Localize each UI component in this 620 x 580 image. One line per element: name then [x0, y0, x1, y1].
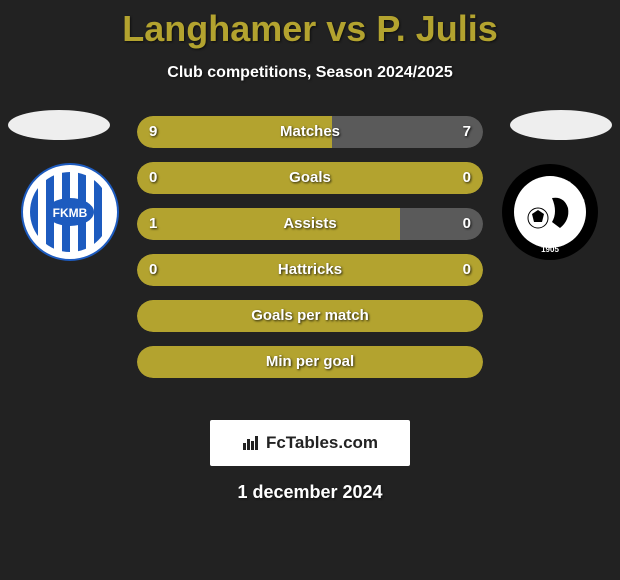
stat-row-goals: 00Goals [137, 162, 483, 194]
stat-label: Goals [137, 162, 483, 194]
subtitle: Club competitions, Season 2024/2025 [0, 64, 620, 82]
date-text: 1 december 2024 [0, 482, 620, 503]
crest-left-text: FKMB [53, 206, 88, 220]
stat-row-assists: 10Assists [137, 208, 483, 240]
club-crest-right: FC HRADEC KRÁLOVÉ 1905 [500, 162, 600, 262]
stat-label: Assists [137, 208, 483, 240]
stat-label: Hattricks [137, 254, 483, 286]
player-shadow-right [510, 110, 612, 140]
stat-label: Goals per match [137, 300, 483, 332]
stat-label: Min per goal [137, 346, 483, 378]
brand-box: FcTables.com [210, 420, 410, 466]
stat-row-matches: 97Matches [137, 116, 483, 148]
svg-text:1905: 1905 [541, 245, 559, 254]
player-shadow-left [8, 110, 110, 140]
stat-row-goals-per-match: Goals per match [137, 300, 483, 332]
stat-label: Matches [137, 116, 483, 148]
club-crest-left: FKMB [20, 162, 120, 262]
stat-row-hattricks: 00Hattricks [137, 254, 483, 286]
page-title: Langhamer vs P. Julis [0, 0, 620, 50]
brand-icon [242, 435, 262, 451]
comparison-stage: FKMB FC HRADEC KRÁLOVÉ 1905 97Matches 00G… [0, 110, 620, 410]
stat-row-min-per-goal: Min per goal [137, 346, 483, 378]
stat-bars: 97Matches 00Goals 10Assists 00Hattricks Goal… [137, 116, 483, 392]
brand-text: FcTables.com [242, 433, 378, 453]
